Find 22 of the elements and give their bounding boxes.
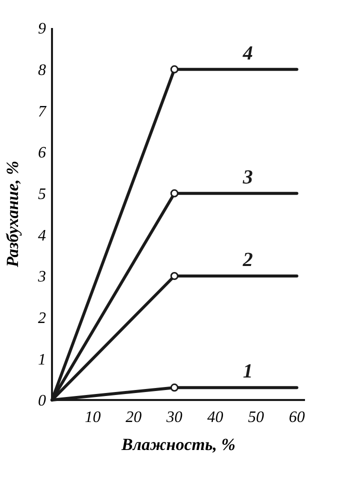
series-label: 2 (242, 249, 253, 271)
y-tick-label: 9 (38, 20, 46, 38)
x-tick-label: 30 (165, 409, 182, 426)
y-tick-label: 3 (37, 268, 46, 286)
y-tick-label: 4 (38, 227, 46, 244)
y-tick-label: 8 (38, 62, 46, 79)
y-tick-label: 6 (38, 144, 46, 162)
y-tick-label: 1 (38, 351, 46, 368)
y-tick-label: 2 (38, 310, 46, 327)
x-axis-title: Влажность, % (120, 435, 236, 454)
series-label: 3 (242, 166, 253, 188)
x-tick-label: 40 (207, 409, 224, 426)
series-label: 1 (242, 360, 253, 383)
y-tick-label: 5 (38, 186, 46, 203)
series-label: 4 (242, 42, 253, 64)
y-tick-label: 0 (38, 392, 46, 410)
x-tick-label: 60 (288, 409, 305, 426)
x-tick-label: 50 (248, 409, 264, 426)
x-tick-label: 10 (84, 409, 101, 426)
x-tick-label: 20 (126, 409, 142, 426)
y-tick-label: 7 (38, 103, 47, 120)
y-axis-title: Разбухание, % (3, 160, 22, 268)
